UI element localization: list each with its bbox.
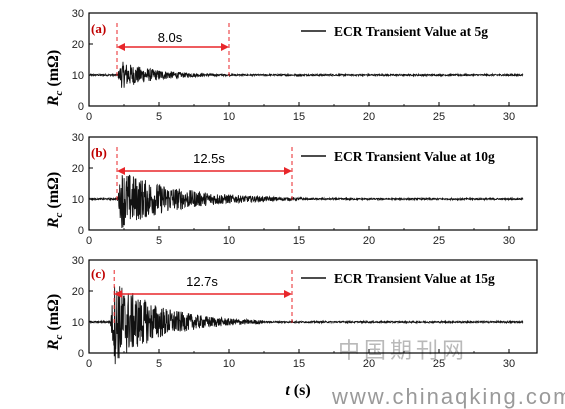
panel-a-ytick-label: 0	[78, 101, 84, 113]
panel-c-arrowhead-right	[284, 290, 292, 298]
panel-a-ylabel-sub: c	[53, 91, 65, 96]
panel-a-arrowhead-left	[117, 43, 125, 51]
panel-a-arrowhead-right	[221, 43, 229, 51]
panel-a-xtick-label: 20	[363, 111, 375, 123]
watermark-cn: 中国期刊网	[338, 339, 468, 364]
panel-a-interval-label: 8.0s	[158, 30, 183, 45]
panel-c-xtick-label: 10	[223, 358, 235, 370]
panel-a-ytick-label: 30	[72, 8, 84, 20]
panel-b-signal-trace	[89, 174, 524, 229]
panel-a-ytick-label: 10	[72, 70, 84, 82]
panel-b-ylabel-unit: (mΩ)	[45, 172, 62, 209]
x-axis-label-main: t	[285, 382, 290, 399]
panel-a-xtick-label: 15	[293, 111, 305, 123]
panel-a-signal-trace	[89, 61, 524, 88]
panel-b-ylabel-sub: c	[53, 213, 65, 218]
panel-a-legend: ECR Transient Value at 5g	[334, 24, 488, 39]
panel-b-xtick-label: 15	[293, 235, 305, 247]
panel-c-legend: ECR Transient Value at 15g	[334, 271, 495, 286]
panel-a-xtick-label: 5	[156, 111, 162, 123]
panel-a-xtick-label: 10	[223, 111, 235, 123]
x-axis-label: t (s)	[285, 382, 310, 399]
panel-a-ylabel-main: R	[45, 95, 62, 107]
panel-b-xtick-label: 30	[503, 235, 515, 247]
panel-c-label: (c)	[91, 266, 105, 281]
panel-b-legend: ECR Transient Value at 10g	[334, 149, 495, 164]
panel-b-xtick-label: 0	[86, 235, 92, 247]
panel-a-ytick-label: 20	[72, 39, 84, 51]
panel-b-ytick-label: 20	[72, 163, 84, 175]
panel-b-xtick-label: 25	[433, 235, 445, 247]
panel-a-ylabel-unit: (mΩ)	[45, 50, 62, 87]
panel-c-xtick-label: 30	[503, 358, 515, 370]
panel-b-plot: 0 5 10 15 20 25 30 0 10 20 30	[72, 132, 538, 247]
panel-c-ytick-label: 10	[72, 317, 84, 329]
panel-a: Rc (mΩ) (a) ECR Transient Value at 5g 8.…	[45, 21, 488, 107]
panel-c-ytick-label: 20	[72, 286, 84, 298]
panel-c-xtick-label: 25	[433, 358, 445, 370]
panel-c-signal-trace	[89, 286, 524, 365]
panel-c: Rc (mΩ) (c) ECR Transient Value at 15g 1…	[45, 266, 495, 351]
panel-b-ytick-label: 30	[72, 132, 84, 144]
panel-c-ylabel: Rc (mΩ)	[45, 294, 65, 351]
panel-a-label: (a)	[91, 21, 106, 36]
panel-b-interval-label: 12.5s	[193, 151, 225, 166]
panel-b-ytick-label: 0	[78, 225, 84, 237]
panel-b-xtick-label: 10	[223, 235, 235, 247]
panel-c-ylabel-main: R	[45, 339, 62, 351]
panel-c-xtick-label: 15	[293, 358, 305, 370]
panel-b-ytick-label: 10	[72, 194, 84, 206]
panel-c-ylabel-unit: (mΩ)	[45, 294, 62, 331]
panel-b-xtick-label: 5	[156, 235, 162, 247]
panel-c-ytick-label: 0	[78, 348, 84, 360]
panel-a-ylabel: Rc (mΩ)	[45, 50, 65, 107]
panel-b-xtick-label: 20	[363, 235, 375, 247]
panel-b-label: (b)	[91, 145, 107, 160]
x-axis-label-unit: (s)	[294, 382, 311, 399]
panel-b-ylabel: Rc (mΩ)	[45, 172, 65, 229]
panel-c-plot: 0 5 10 15 20 25 30 0 10 20 30	[72, 255, 538, 370]
panel-a-xtick-label: 0	[86, 111, 92, 123]
panel-a-xtick-label: 30	[503, 111, 515, 123]
panel-c-xtick-label: 20	[363, 358, 375, 370]
panel-c-interval-label: 12.7s	[186, 274, 218, 289]
panel-c-axes-frame	[88, 259, 538, 354]
panel-c-xtick-label: 5	[156, 358, 162, 370]
panel-c-ylabel-sub: c	[53, 335, 65, 340]
panel-c-arrowhead-left	[114, 290, 123, 298]
panel-c-ytick-label: 30	[72, 255, 84, 267]
panel-a-xtick-label: 25	[433, 111, 445, 123]
panel-a-plot: 0 5 10 15 20 25 30 0 10 20 30	[72, 8, 538, 123]
watermark-url: www.chinaqking.com	[331, 384, 565, 409]
panel-c-xtick-label: 0	[86, 358, 92, 370]
panel-b-ylabel-main: R	[45, 217, 62, 229]
panel-b-axes-frame	[88, 136, 538, 231]
panel-b: Rc (mΩ) (b) ECR Transient Value at 10g 1…	[45, 145, 495, 229]
panel-b-arrowhead-right	[284, 167, 292, 175]
panel-b-arrowhead-left	[117, 167, 125, 175]
panel-a-axes-frame	[88, 12, 538, 107]
